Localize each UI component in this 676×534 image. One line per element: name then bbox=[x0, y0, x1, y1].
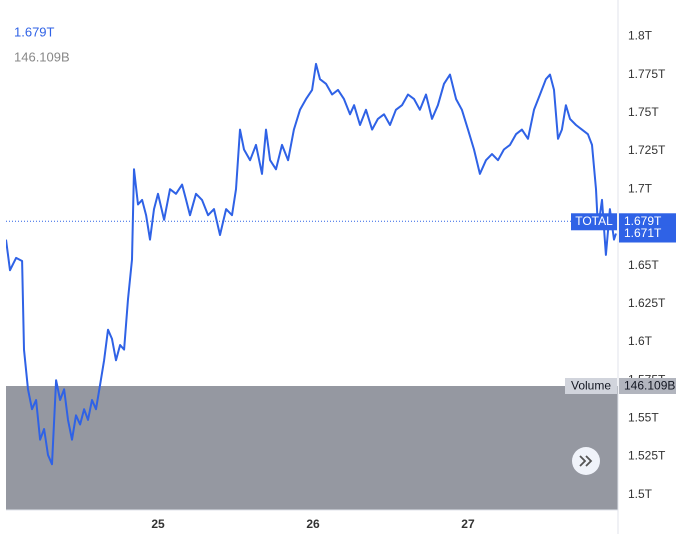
y-tick-label: 1.775T bbox=[628, 67, 666, 81]
price-line bbox=[6, 62, 617, 466]
volume-value-box bbox=[619, 378, 676, 394]
y-tick-label: 1.8T bbox=[628, 29, 653, 43]
x-tick-label: 25 bbox=[151, 517, 165, 531]
y-tick-label: 1.625T bbox=[628, 296, 666, 310]
series-label-box bbox=[571, 213, 617, 231]
y-tick-label: 1.6T bbox=[628, 334, 653, 348]
x-tick-label: 27 bbox=[461, 517, 475, 531]
y-tick-label: 1.725T bbox=[628, 143, 666, 157]
header-volume: 146.109B bbox=[14, 49, 70, 64]
price-label: 1.679T bbox=[624, 214, 662, 228]
y-tick-label: 1.75T bbox=[628, 105, 659, 119]
last-value-label: 1.671T bbox=[624, 226, 662, 240]
series-label: TOTAL bbox=[575, 214, 613, 228]
volume-label: Volume bbox=[571, 379, 611, 393]
y-tick-label: 1.65T bbox=[628, 258, 659, 272]
volume-value: 146.109B bbox=[624, 379, 675, 393]
y-tick-label: 1.7T bbox=[628, 181, 653, 195]
y-tick-label: 1.55T bbox=[628, 411, 659, 425]
y-tick-label: 1.525T bbox=[628, 449, 666, 463]
last-value-box bbox=[619, 225, 676, 243]
header-price: 1.679T bbox=[14, 24, 55, 39]
volume-label-box bbox=[565, 378, 617, 394]
volume-pane bbox=[6, 386, 618, 510]
x-tick-label: 26 bbox=[306, 517, 320, 531]
y-tick-label: 1.5T bbox=[628, 487, 653, 501]
scroll-button[interactable] bbox=[572, 447, 600, 475]
